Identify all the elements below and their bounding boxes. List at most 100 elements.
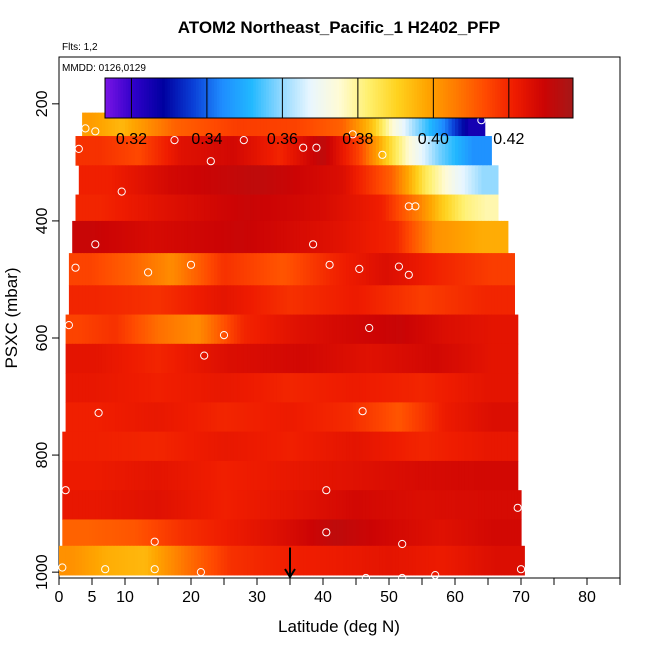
heatmap-cell (240, 343, 245, 374)
heatmap-cell (336, 285, 341, 315)
colorbar-swatch (224, 78, 228, 118)
heatmap-cell (326, 220, 331, 254)
heatmap-cell (154, 136, 159, 166)
heatmap-cell (481, 431, 486, 462)
heatmap-cell (187, 220, 192, 254)
heatmap-cell (283, 314, 288, 345)
heatmap-cell (240, 373, 245, 403)
heatmap-cell (497, 431, 502, 462)
heatmap-cell (154, 285, 159, 315)
heatmap-cell (313, 194, 317, 222)
heatmap-cell (359, 112, 364, 137)
heatmap-cell (204, 460, 209, 491)
heatmap-cell (385, 314, 390, 345)
heatmap-cell (283, 545, 288, 576)
heatmap-cell (181, 460, 185, 491)
heatmap-cell (316, 519, 321, 547)
heatmap-cell (336, 194, 341, 222)
heatmap-cell (293, 343, 298, 374)
heatmap-cell (319, 519, 324, 547)
heatmap-cell (82, 253, 86, 286)
heatmap-cell (332, 194, 337, 222)
heatmap-cell (177, 194, 182, 222)
colorbar-swatch (391, 78, 395, 118)
heatmap-cell (389, 490, 393, 520)
heatmap-cell (263, 373, 268, 403)
heatmap-cell (405, 136, 410, 166)
heatmap-cell (379, 373, 383, 403)
heatmap-cell (85, 220, 90, 254)
heatmap-cell (177, 285, 182, 315)
heatmap-cell (171, 519, 176, 547)
heatmap-cell (478, 220, 482, 254)
heatmap-cell (309, 136, 314, 166)
heatmap-cell (270, 253, 275, 286)
colorbar-swatch (138, 78, 142, 118)
heatmap-cell (260, 285, 265, 315)
y-tick-label: 1000 (34, 554, 51, 590)
heatmap-cell (504, 545, 509, 576)
heatmap-cell (468, 220, 473, 254)
heatmap-cell (316, 490, 321, 520)
heatmap-cell (332, 490, 337, 520)
heatmap-cell (309, 194, 314, 222)
heatmap-cell (356, 253, 360, 286)
sample-point (378, 150, 387, 159)
heatmap-cell (75, 402, 80, 433)
heatmap-cell (115, 285, 119, 315)
heatmap-cell (382, 220, 387, 254)
colorbar-swatch (175, 78, 179, 118)
heatmap-cell (247, 285, 251, 315)
heatmap-cell (441, 112, 446, 137)
heatmap-cell (88, 165, 93, 195)
heatmap-cell (134, 194, 139, 222)
heatmap-cell (101, 519, 106, 547)
heatmap-cell (158, 285, 162, 315)
heatmap-cell (448, 194, 453, 222)
heatmap-cell (204, 519, 209, 547)
heatmap-cell (398, 136, 403, 166)
heatmap-cell (303, 545, 308, 576)
heatmap-cell (438, 314, 443, 345)
heatmap-cell (253, 431, 258, 462)
heatmap-cell (171, 545, 176, 576)
heatmap-cell (210, 165, 215, 195)
heatmap-cell (329, 285, 334, 315)
heatmap-cell (101, 373, 106, 403)
x-tick-label: 40 (314, 589, 332, 606)
heatmap-cell (398, 314, 403, 345)
heatmap-cell (75, 314, 80, 345)
heatmap-cell (253, 253, 258, 286)
heatmap-cell (280, 314, 284, 345)
colorbar-swatch (435, 78, 439, 118)
heatmap-cell (148, 136, 152, 166)
colorbar-swatch (427, 78, 431, 118)
heatmap-cell (125, 165, 129, 195)
heatmap-cell (115, 314, 119, 345)
heatmap-cell (412, 285, 416, 315)
heatmap-cell (359, 519, 364, 547)
colorbar-swatch (406, 78, 410, 118)
heatmap-cell (369, 519, 374, 547)
heatmap-cell (75, 519, 80, 547)
heatmap-cell (177, 343, 182, 374)
heatmap-cell (108, 194, 113, 222)
heatmap-cell (273, 220, 278, 254)
colorbar-swatch (479, 78, 483, 118)
heatmap-cell (332, 519, 337, 547)
heatmap-band (75, 136, 492, 166)
heatmap-cell (372, 285, 377, 315)
heatmap-cell (481, 220, 486, 254)
heatmap-cell (389, 220, 393, 254)
heatmap-cell (283, 253, 288, 286)
heatmap-cell (484, 253, 489, 286)
heatmap-cell (385, 112, 390, 137)
heatmap-cell (458, 165, 463, 195)
heatmap-cell (164, 285, 169, 315)
heatmap-cell (115, 343, 119, 374)
heatmap-cell (167, 220, 172, 254)
heatmap-cell (138, 545, 143, 576)
heatmap-cell (313, 253, 317, 286)
heatmap-cell (365, 343, 370, 374)
heatmap-cell (161, 545, 166, 576)
